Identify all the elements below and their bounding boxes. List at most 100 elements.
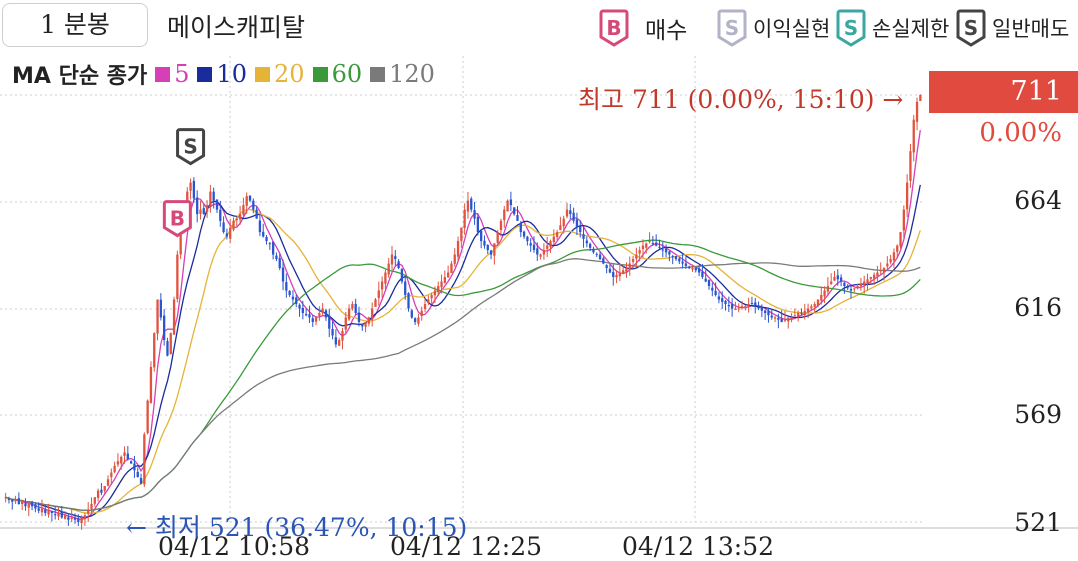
candle-56 (189, 178, 192, 200)
candle-84 (281, 259, 285, 291)
candle-68 (229, 218, 232, 244)
candle-101 (338, 337, 341, 347)
candle-70 (235, 216, 238, 227)
candle-263 (872, 272, 876, 285)
candle-8 (30, 500, 34, 511)
candle-13 (47, 503, 50, 518)
candle-255 (846, 284, 849, 291)
candle-158 (526, 235, 529, 246)
candle-21 (73, 513, 77, 524)
candle-135 (450, 261, 453, 274)
candle-180 (598, 251, 602, 260)
candle-218 (724, 300, 727, 311)
candle-121 (404, 276, 407, 300)
candle-250 (830, 273, 833, 285)
candle-44 (149, 361, 153, 404)
candle-57 (192, 177, 196, 203)
candle-170 (565, 202, 569, 219)
candle-136 (453, 248, 456, 267)
candle-105 (351, 301, 354, 311)
candle-81 (271, 241, 275, 260)
ma-legend-10: 10 (197, 60, 247, 88)
candle-220 (730, 298, 734, 317)
candle-188 (625, 262, 628, 278)
ma-60-swatch (312, 66, 328, 82)
candle-104 (347, 304, 351, 321)
candle-164 (546, 236, 549, 257)
candle-15 (54, 506, 57, 520)
candle-93 (311, 315, 314, 327)
stock-name: 메이스캐피탈 (167, 13, 306, 42)
candle-169 (562, 215, 565, 234)
candle-207 (688, 265, 691, 270)
candle-139 (463, 203, 466, 235)
candle-155 (516, 206, 519, 221)
ma-legend: MA 단순 종가 5 10 20 60 120 (12, 58, 443, 90)
candle-90 (301, 300, 305, 320)
period-selector-button[interactable]: 1 분봉 (2, 3, 148, 47)
candle-126 (420, 306, 423, 321)
candle-91 (304, 308, 308, 317)
candle-34 (116, 453, 120, 467)
candle-60 (202, 204, 205, 215)
candle-130 (433, 286, 437, 304)
candle-134 (446, 265, 450, 278)
candle-66 (222, 216, 225, 234)
legend-stop-loss: S 손실제한 (834, 8, 949, 48)
candle-242 (803, 303, 806, 320)
candle-174 (579, 220, 582, 238)
candle-142 (473, 201, 476, 225)
candle-83 (278, 253, 281, 271)
low-price-annotation: ← 최저 521 (36.47%, 10:15) (126, 513, 468, 542)
candle-208 (691, 264, 694, 272)
ma-20-label: 20 (274, 60, 305, 88)
candle-253 (839, 274, 843, 287)
candle-159 (529, 238, 532, 252)
candle-92 (308, 305, 311, 323)
candle-94 (314, 316, 318, 326)
candle-64 (215, 199, 219, 213)
candle-227 (754, 297, 757, 314)
candle-267 (886, 256, 889, 270)
candle-147 (489, 249, 493, 260)
candle-19 (67, 513, 70, 526)
candle-224 (744, 304, 747, 311)
candle-219 (727, 296, 730, 312)
candle-117 (390, 246, 394, 270)
candle-239 (793, 308, 797, 317)
svg-text:S: S (725, 16, 739, 40)
legend-stop-loss-label: 손실제한 (872, 17, 950, 41)
candle-125 (417, 313, 420, 327)
candle-256 (849, 284, 853, 299)
candle-199 (661, 241, 664, 258)
ma-line-10 (5, 184, 921, 518)
candle-277 (919, 94, 922, 102)
candle-204 (678, 257, 681, 265)
candle-190 (631, 255, 635, 268)
candle-106 (354, 298, 357, 315)
candle-237 (787, 317, 790, 329)
candle-108 (361, 323, 364, 331)
candle-62 (209, 184, 212, 213)
candle-52 (176, 250, 179, 303)
candle-75 (252, 198, 255, 214)
candle-96 (321, 303, 324, 317)
candle-87 (291, 290, 295, 305)
candle-1 (7, 496, 11, 504)
svg-text:S: S (183, 135, 197, 159)
candle-138 (460, 227, 463, 248)
y-tick-521: 521 (1014, 508, 1062, 537)
candle-222 (737, 303, 740, 313)
candle-113 (377, 281, 380, 306)
candle-118 (394, 250, 397, 266)
candle-61 (205, 200, 209, 218)
candle-77 (258, 213, 262, 237)
candle-35 (120, 455, 123, 470)
candle-114 (380, 276, 384, 298)
candle-18 (63, 511, 67, 520)
candle-22 (77, 514, 80, 526)
buy-badge-icon: B (599, 9, 629, 47)
candle-88 (295, 294, 298, 308)
candle-167 (555, 229, 559, 240)
